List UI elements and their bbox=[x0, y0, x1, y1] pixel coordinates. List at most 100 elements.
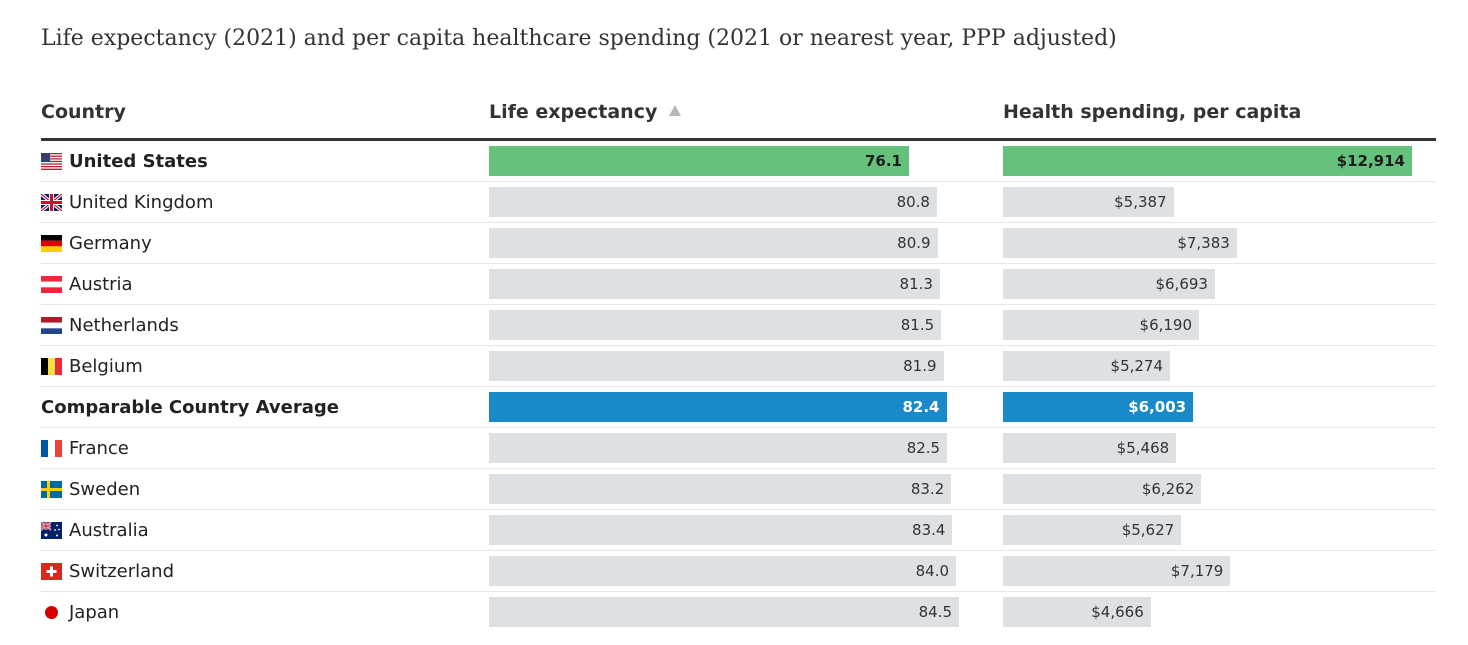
column-header-life-expectancy-label: Life expectancy bbox=[489, 101, 658, 123]
health-spending-cell: $6,190 bbox=[1003, 310, 1436, 340]
health-spending-cell: $5,468 bbox=[1003, 433, 1436, 463]
column-header-health-spending[interactable]: Health spending, per capita bbox=[1003, 101, 1302, 123]
health-spending-bar: $5,387 bbox=[1003, 187, 1174, 217]
table-row: Austria 81.3 $6,693 bbox=[41, 264, 1436, 305]
health-spending-bar: $5,468 bbox=[1003, 433, 1177, 463]
table-row: United Kingdom 80.8 $5,387 bbox=[39, 182, 1436, 223]
country-label: Switzerland bbox=[69, 560, 174, 582]
country-label: Netherlands bbox=[69, 314, 179, 336]
country-cell: United Kingdom bbox=[39, 182, 214, 222]
life-expectancy-cell: 84.5 bbox=[489, 597, 959, 627]
austria-flag-icon bbox=[41, 275, 62, 293]
country-cell: France bbox=[41, 428, 129, 468]
health-spending-bar: $6,190 bbox=[1003, 310, 1200, 340]
life-expectancy-bar: 84.5 bbox=[489, 597, 959, 627]
country-cell: Netherlands bbox=[41, 305, 179, 345]
table-row: Australia 83.4 $5,627 bbox=[40, 510, 1436, 551]
health-spending-bar: $12,914 bbox=[1003, 146, 1412, 176]
life-expectancy-bar: 81.3 bbox=[489, 269, 940, 299]
chart-title: Life expectancy (2021) and per capita he… bbox=[41, 26, 1117, 51]
life-expectancy-bar: 80.8 bbox=[489, 187, 937, 217]
health-spending-cell: $6,693 bbox=[1003, 269, 1436, 299]
life-expectancy-cell: 76.1 bbox=[489, 146, 959, 176]
table-row: Netherlands 81.5 $6,190 bbox=[41, 305, 1436, 346]
column-header-country[interactable]: Country bbox=[41, 101, 126, 123]
health-spending-bar: $6,262 bbox=[1003, 474, 1202, 504]
table-row: France 82.5 $5,468 bbox=[41, 428, 1436, 469]
life-expectancy-bar: 82.5 bbox=[489, 433, 948, 463]
country-label: United Kingdom bbox=[69, 191, 214, 213]
health-spending-bar: $6,693 bbox=[1003, 269, 1215, 299]
life-expectancy-cell: 81.9 bbox=[489, 351, 959, 381]
life-expectancy-bar: 81.5 bbox=[489, 310, 942, 340]
health-spending-bar: $4,666 bbox=[1003, 597, 1151, 627]
health-spending-cell: $6,262 bbox=[1003, 474, 1436, 504]
life-expectancy-bar: 80.9 bbox=[489, 228, 938, 258]
germany-flag-icon bbox=[41, 234, 62, 252]
table-row: Sweden 83.2 $6,262 bbox=[41, 469, 1436, 510]
country-cell: Japan bbox=[41, 592, 119, 632]
country-cell: Sweden bbox=[41, 469, 140, 509]
country-label: Belgium bbox=[69, 355, 143, 377]
health-spending-bar: $6,003 bbox=[1003, 392, 1194, 422]
country-cell: United States bbox=[41, 141, 208, 181]
life-expectancy-cell: 80.9 bbox=[489, 228, 959, 258]
table-row: Japan 84.5 $4,666 bbox=[41, 592, 1436, 632]
uk-flag-icon bbox=[39, 192, 64, 212]
country-label: France bbox=[69, 437, 129, 459]
life-expectancy-cell: 82.5 bbox=[489, 433, 959, 463]
table-body: United States 76.1 $12,914 United Kingdom 80… bbox=[39, 141, 1436, 632]
health-spending-bar: $7,383 bbox=[1003, 228, 1237, 258]
life-expectancy-bar: 83.4 bbox=[489, 515, 953, 545]
japan-flag-icon bbox=[41, 604, 62, 621]
life-expectancy-bar: 84.0 bbox=[489, 556, 957, 586]
life-expectancy-cell: 81.5 bbox=[489, 310, 959, 340]
australia-flag-icon bbox=[40, 520, 62, 539]
sort-ascending-icon[interactable] bbox=[669, 105, 682, 116]
health-spending-bar: $5,274 bbox=[1003, 351, 1171, 381]
life-expectancy-cell: 80.8 bbox=[489, 187, 959, 217]
country-cell: Germany bbox=[41, 223, 152, 263]
country-cell: Comparable Country Average bbox=[41, 387, 339, 427]
country-cell: Belgium bbox=[41, 346, 143, 386]
table-row: Comparable Country Average 82.4 $6,003 bbox=[41, 387, 1436, 428]
life-expectancy-bar: 83.2 bbox=[489, 474, 952, 504]
country-label: United States bbox=[69, 150, 208, 172]
belgium-flag-icon bbox=[41, 357, 62, 375]
life-expectancy-cell: 82.4 bbox=[489, 392, 959, 422]
life-expectancy-cell: 81.3 bbox=[489, 269, 959, 299]
country-label: Austria bbox=[69, 273, 133, 295]
country-label: Australia bbox=[69, 519, 149, 541]
health-spending-cell: $12,914 bbox=[1003, 146, 1436, 176]
country-label: Germany bbox=[69, 232, 152, 254]
life-expectancy-bar: 81.9 bbox=[489, 351, 944, 381]
health-spending-cell: $7,179 bbox=[1003, 556, 1436, 586]
country-label: Comparable Country Average bbox=[41, 396, 339, 418]
health-spending-cell: $6,003 bbox=[1003, 392, 1436, 422]
life-expectancy-cell: 83.4 bbox=[489, 515, 959, 545]
health-spending-cell: $5,387 bbox=[1003, 187, 1436, 217]
health-spending-cell: $7,383 bbox=[1003, 228, 1436, 258]
country-cell: Australia bbox=[40, 510, 149, 550]
health-spending-bar: $7,179 bbox=[1003, 556, 1231, 586]
life-expectancy-bar: 82.4 bbox=[489, 392, 947, 422]
health-spending-cell: $4,666 bbox=[1003, 597, 1436, 627]
country-label: Sweden bbox=[69, 478, 141, 500]
health-spending-bar: $5,627 bbox=[1003, 515, 1182, 545]
table-row: Germany 80.9 $7,383 bbox=[41, 223, 1436, 264]
column-header-life-expectancy[interactable]: Life expectancy bbox=[489, 101, 682, 123]
us-flag-icon bbox=[41, 152, 62, 170]
life-expectancy-cell: 84.0 bbox=[489, 556, 959, 586]
country-cell: Switzerland bbox=[41, 551, 174, 591]
health-spending-cell: $5,274 bbox=[1003, 351, 1436, 381]
sweden-flag-icon bbox=[41, 480, 62, 498]
table-header: Country Life expectancy Health spending,… bbox=[41, 96, 1436, 141]
table-row: Switzerland 84.0 $7,179 bbox=[41, 551, 1436, 592]
life-expectancy-bar: 76.1 bbox=[489, 146, 909, 176]
france-flag-icon bbox=[41, 439, 62, 457]
country-label: Japan bbox=[69, 601, 120, 623]
country-cell: Austria bbox=[41, 264, 133, 304]
table-row: United States 76.1 $12,914 bbox=[41, 141, 1436, 182]
table-row: Belgium 81.9 $5,274 bbox=[41, 346, 1436, 387]
health-spending-cell: $5,627 bbox=[1003, 515, 1436, 545]
